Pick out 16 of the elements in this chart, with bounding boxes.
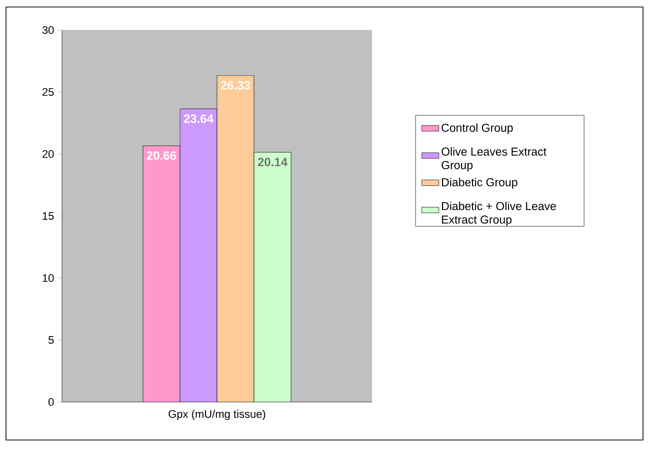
legend-label: Diabetic Group — [442, 178, 518, 189]
y-tick-label: 20 — [42, 150, 54, 158]
y-tick-label: 0 — [48, 398, 54, 406]
y-tick-label: 15 — [42, 212, 54, 220]
y-tick-label: 25 — [42, 88, 54, 96]
y-tick-label: 30 — [42, 26, 54, 34]
legend-label: Diabetic + Olive Leave Extract Group — [442, 202, 556, 226]
y-tick-label: 10 — [42, 274, 54, 282]
data-label: 23.64 — [184, 114, 214, 123]
data-label: 20.66 — [146, 151, 176, 160]
data-label: 20.14 — [258, 158, 288, 166]
legend-label: Control Group — [442, 123, 513, 134]
x-tick-label: Gpx (mU/mg tissue) — [168, 410, 266, 420]
data-label: 26.33 — [220, 81, 250, 90]
legend-label: Olive Leaves Extract Group — [442, 147, 546, 172]
y-tick-label: 5 — [48, 336, 54, 344]
